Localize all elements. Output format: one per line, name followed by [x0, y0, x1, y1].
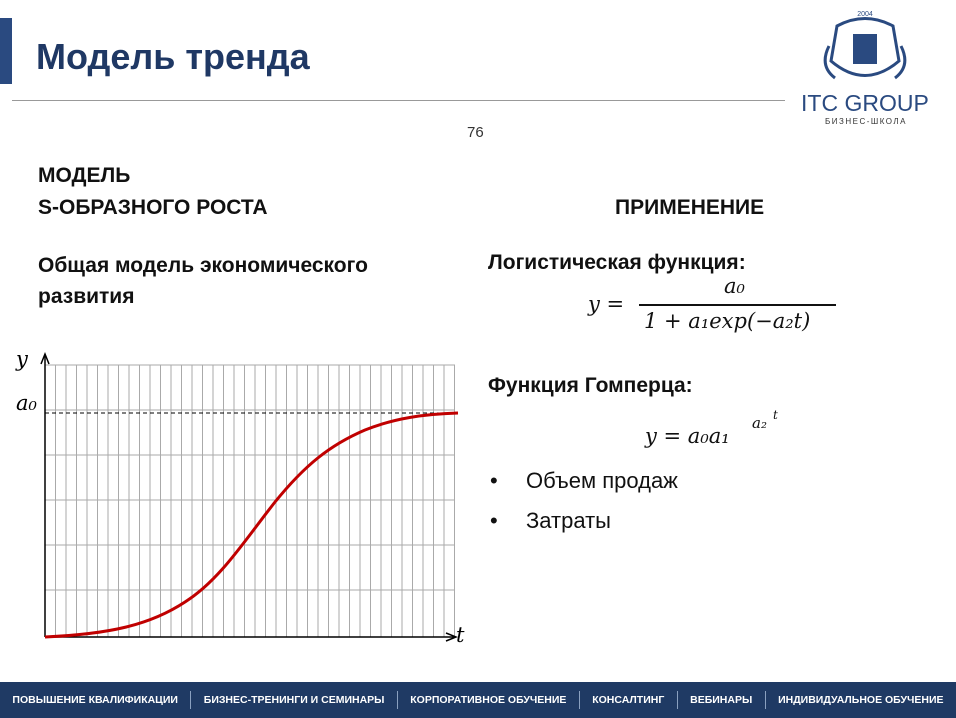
logistic-title: Логистическая функция:	[488, 251, 746, 274]
page-number: 76	[467, 124, 484, 141]
separator	[676, 691, 678, 709]
x-label: t	[456, 623, 465, 647]
left-heading: S-ОБРАЗНОГО РОСТА	[38, 196, 268, 219]
bullet-text: Затраты	[526, 508, 611, 533]
left-heading: МОДЕЛЬ	[38, 164, 131, 187]
footer-item: ВЕБИНАРЫ	[690, 694, 753, 706]
bullet: •	[490, 508, 498, 533]
footer-item: КОРПОРАТИВНОЕ ОБУЧЕНИЕ	[410, 694, 567, 706]
title: Модель тренда	[36, 36, 310, 77]
separator	[396, 691, 398, 709]
rule	[12, 100, 785, 101]
logo-year: 2004	[857, 11, 873, 18]
y-label: y	[15, 347, 29, 371]
footer-item: ПОВЫШЕНИЕ КВАЛИФИКАЦИИ	[12, 694, 178, 706]
fraction-bar	[639, 304, 836, 306]
separator	[764, 691, 766, 709]
footer-item: БИЗНЕС-ТРЕНИНГИ И СЕМИНАРЫ	[203, 694, 385, 706]
separator	[190, 691, 192, 709]
logo-emblem: 2004	[823, 11, 907, 80]
formula-numerator: a₀	[724, 274, 745, 298]
bullet: •	[490, 468, 498, 493]
footer-item: КОНСАЛТИНГ	[592, 694, 665, 706]
gompertz-exponent: a₂	[752, 414, 767, 432]
gompertz-base: y = a₀a₁	[645, 424, 730, 448]
separator	[578, 691, 580, 709]
footer-item: ИНДИВИДУАЛЬНОЕ ОБУЧЕНИЕ	[778, 694, 944, 706]
accent-bar	[0, 18, 12, 84]
s-curve	[44, 411, 459, 639]
gompertz-exponent2: t	[773, 408, 778, 422]
logo-name: ITC GROUP	[801, 90, 929, 116]
left-subheading: Общая модель экономического	[38, 254, 368, 277]
s-curve-diagram: y a₀ t	[15, 347, 465, 647]
formula-lhs: y =	[588, 292, 625, 316]
a0-label: a₀	[16, 391, 38, 415]
right-heading: ПРИМЕНЕНИЕ	[615, 196, 765, 219]
gompertz-title: Функция Гомперца:	[488, 374, 693, 397]
left-subheading: развития	[38, 285, 135, 308]
footer: ПОВЫШЕНИЕ КВАЛИФИКАЦИИ БИЗНЕС-ТРЕНИНГИ И …	[0, 682, 956, 718]
bullet-text: Объем продаж	[526, 468, 678, 493]
logo-subtitle: БИЗНЕС-ШКОЛА	[825, 117, 908, 126]
formula-denominator: 1 + a₁exp(−a₂t)	[644, 309, 811, 333]
